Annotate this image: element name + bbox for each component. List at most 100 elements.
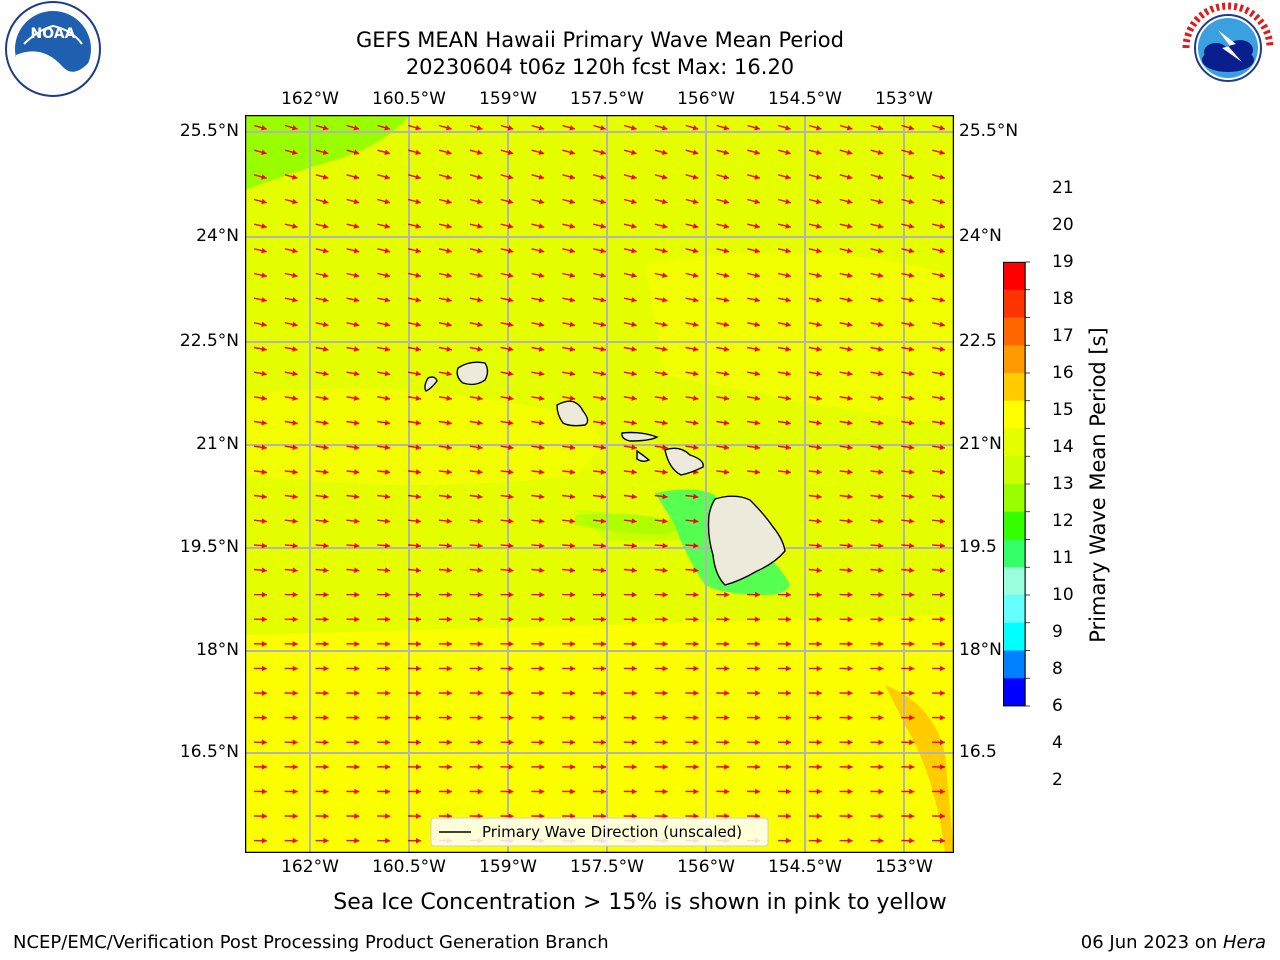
wave-arrow-head	[569, 395, 576, 401]
lon-label: 156°W	[677, 89, 735, 109]
period-field-13s	[575, 513, 685, 535]
wave-arrow-head	[508, 469, 514, 475]
wave-arrow-head	[323, 321, 329, 328]
wave-arrow-head	[569, 125, 575, 131]
wave-arrow-head	[384, 223, 390, 229]
wave-arrow-head	[661, 198, 668, 205]
colorbar-tick-label: 17	[1052, 326, 1074, 346]
wave-arrow-head	[508, 444, 514, 451]
colorbar-swatch	[1003, 373, 1026, 402]
wave-arrow-head	[508, 616, 514, 623]
wave-arrow-head	[785, 297, 791, 303]
wave-arrow-head	[354, 788, 360, 795]
wave-arrow-head	[292, 616, 298, 623]
wave-arrow-head	[508, 788, 514, 795]
wave-arrow-head	[785, 149, 791, 155]
colorbar-swatch	[1003, 317, 1026, 346]
wave-arrow-head	[878, 641, 884, 647]
wave-arrow-head	[785, 247, 791, 254]
lon-label: 160.5°W	[372, 89, 446, 109]
wave-arrow-head	[846, 149, 853, 155]
wave-arrow-head	[570, 616, 576, 623]
wave-arrow-head	[724, 690, 730, 696]
wave-arrow-head	[477, 616, 483, 623]
wave-arrow-head	[569, 223, 575, 229]
wave-arrow-head	[569, 247, 575, 254]
wave-arrow-head	[662, 641, 668, 647]
lon-label: 157.5°W	[570, 857, 644, 877]
wave-arrow-head	[785, 641, 791, 647]
wave-arrow-head	[785, 837, 791, 844]
wave-arrow-head	[847, 370, 853, 377]
wave-arrow-head	[446, 272, 452, 278]
wave-arrow-head	[723, 272, 730, 278]
wave-arrow-head	[661, 149, 668, 155]
wave-arrow-head	[384, 321, 391, 328]
lon-label: 153°W	[875, 857, 933, 877]
wave-arrow-head	[631, 591, 637, 598]
wave-arrow-head	[908, 370, 915, 377]
wave-arrow-head	[908, 346, 915, 352]
wave-arrow-head	[755, 690, 761, 696]
colorbar-tick-label: 8	[1052, 659, 1063, 679]
wave-arrow-head	[292, 247, 298, 254]
wave-arrow-head	[847, 469, 853, 475]
wave-arrow-head	[847, 714, 853, 721]
wave-arrow-head	[631, 321, 637, 328]
wave-arrow-head	[755, 591, 761, 598]
wave-arrow-head	[261, 297, 267, 303]
wave-arrow-head	[261, 690, 267, 696]
wave-arrow-head	[878, 616, 884, 623]
wave-arrow-head	[909, 788, 915, 795]
wave-arrow-head	[354, 813, 360, 819]
wave-arrow-head	[662, 223, 668, 229]
wave-arrow-head	[724, 591, 730, 598]
wave-arrow-head	[353, 149, 360, 155]
wave-arrow-head	[600, 370, 606, 377]
wave-arrow-head	[446, 149, 452, 155]
wave-arrow-head	[538, 198, 545, 205]
wave-arrow-head	[908, 125, 914, 131]
wave-arrow-head	[292, 764, 298, 770]
wave-arrow-head	[261, 518, 267, 524]
wave-arrow-head	[692, 321, 699, 328]
wave-arrow-head	[323, 764, 329, 770]
wave-arrow-head	[539, 690, 545, 696]
wave-arrow-head	[631, 616, 637, 623]
wave-arrow-head	[323, 469, 329, 475]
wave-arrow-head	[785, 321, 791, 328]
wave-arrow-head	[662, 739, 668, 746]
wave-arrow-head	[538, 346, 545, 352]
wave-arrow-head	[446, 469, 452, 475]
period-field-13s	[245, 115, 410, 190]
wave-arrow-head	[908, 469, 915, 475]
wave-arrow-head	[723, 297, 730, 303]
wave-arrow-head	[723, 247, 730, 254]
wave-arrow-head	[539, 518, 545, 524]
wave-arrow-head	[785, 665, 791, 672]
wave-arrow-head	[878, 469, 884, 475]
wave-arrow-head	[292, 469, 298, 475]
wave-arrow-head	[600, 321, 606, 328]
wave-arrow-head	[755, 641, 761, 647]
wave-arrow-head	[507, 223, 514, 229]
wave-arrow-head	[909, 813, 915, 819]
wave-arrow-head	[477, 444, 483, 451]
wave-arrow-head	[538, 370, 545, 377]
lat-label: 21°N	[196, 434, 239, 454]
wave-arrow-head	[507, 125, 514, 131]
wave-arrow-head	[261, 272, 267, 278]
wave-arrow-head	[724, 714, 730, 721]
wave-arrow-head	[693, 518, 699, 524]
wave-arrow-head	[385, 837, 391, 844]
wave-arrow-head	[477, 198, 483, 205]
lon-label: 154.5°W	[768, 857, 842, 877]
wave-arrow-head	[446, 297, 452, 303]
wave-arrow-head	[847, 690, 853, 696]
wave-arrow-head	[816, 125, 822, 131]
wave-arrow-head	[508, 641, 514, 647]
wave-arrow-head	[940, 764, 946, 770]
wave-arrow-head	[415, 346, 421, 352]
wave-arrow-head	[692, 272, 699, 278]
wave-arrow-head	[785, 272, 791, 278]
